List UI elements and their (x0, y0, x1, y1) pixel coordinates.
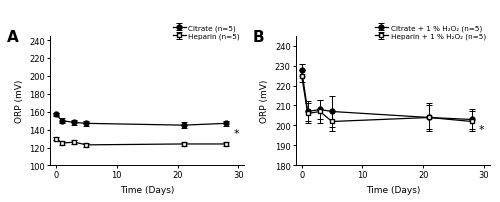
Legend: Citrate + 1 % H₂O₂ (n=5), Heparin + 1 % H₂O₂ (n=5): Citrate + 1 % H₂O₂ (n=5), Heparin + 1 % … (374, 24, 486, 41)
Text: *: * (479, 125, 484, 135)
Y-axis label: ORP (mV): ORP (mV) (260, 79, 270, 123)
Legend: Citrate (n=5), Heparin (n=5): Citrate (n=5), Heparin (n=5) (172, 24, 241, 41)
Text: B: B (253, 30, 264, 45)
Text: *: * (234, 128, 239, 139)
X-axis label: Time (Days): Time (Days) (366, 185, 420, 194)
Y-axis label: ORP (mV): ORP (mV) (14, 79, 24, 123)
X-axis label: Time (Days): Time (Days) (120, 185, 174, 194)
Text: A: A (7, 30, 19, 45)
